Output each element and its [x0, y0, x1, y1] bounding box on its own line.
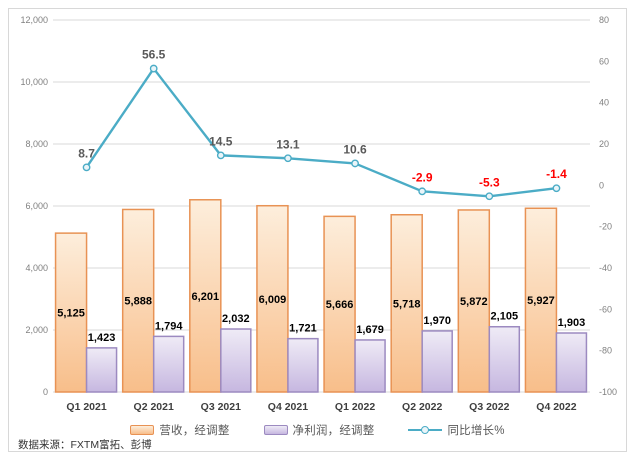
profit-value-label: 2,105	[491, 311, 519, 323]
left-axis-tick-label: 10,000	[20, 77, 48, 87]
legend-item-growth: 同比增长%	[408, 422, 504, 438]
growth-point-marker	[552, 184, 561, 193]
profit-bar	[354, 339, 386, 393]
revenue-value-label: 5,125	[57, 308, 85, 320]
growth-point-marker	[216, 151, 225, 160]
growth-value-label: 14.5	[209, 134, 233, 148]
revenue-bar	[256, 204, 289, 393]
x-axis-label: Q1 2022	[335, 401, 375, 413]
revenue-bar	[524, 207, 558, 393]
growth-point-marker	[418, 187, 427, 196]
profit-value-label: 1,423	[88, 332, 116, 344]
source-note: 数据来源：FXTM富拓、彭博	[18, 439, 152, 451]
x-axis-label: Q2 2022	[402, 401, 442, 413]
profit-value-label: 1,794	[155, 320, 183, 332]
growth-line	[85, 67, 557, 198]
revenue-bar	[323, 215, 356, 393]
left-axis-tick-label: 6,000	[25, 201, 48, 211]
legend-label-profit: 净利润，经调整	[292, 425, 375, 437]
right-axis-tick-label: -80	[599, 346, 612, 356]
growth-point-marker	[351, 159, 359, 168]
revenue-value-label: 5,927	[527, 295, 555, 307]
right-axis-tick-label: 0	[599, 180, 604, 190]
right-axis-tick-label: 20	[599, 139, 609, 149]
profit-value-label: 2,032	[222, 313, 250, 325]
growth-value-label: -2.9	[412, 170, 433, 184]
growth-point-marker	[82, 163, 91, 172]
revenue-bar	[54, 232, 88, 393]
left-axis-tick-label: 8,000	[25, 139, 48, 149]
right-axis-tick-label: 40	[599, 98, 609, 108]
revenue-value-label: 6,009	[259, 294, 287, 306]
right-axis-tick-label: 60	[599, 56, 609, 66]
x-axis-label: Q3 2022	[469, 401, 509, 413]
left-axis-tick-label: 4,000	[25, 263, 48, 273]
profit-bar	[555, 332, 588, 393]
profit-bar	[421, 330, 453, 393]
profit-bar	[85, 347, 118, 393]
right-axis-tick-label: 80	[599, 15, 609, 25]
x-axis-label: Q3 2021	[201, 401, 241, 413]
growth-value-label: 13.1	[276, 137, 300, 151]
legend-label-revenue: 营收，经调整	[159, 425, 230, 437]
growth-value-label: 10.6	[343, 142, 367, 156]
right-axis-tick-label: -100	[599, 387, 617, 397]
revenue-bar	[457, 209, 491, 393]
left-axis-tick-label: 2,000	[25, 325, 48, 335]
profit-value-label: 1,721	[289, 323, 317, 335]
growth-value-label: -5.3	[479, 175, 500, 189]
revenue-bar	[390, 213, 423, 393]
x-axis-label: Q4 2022	[536, 401, 576, 413]
growth-point-marker	[485, 192, 494, 201]
profit-bar-swatch-icon	[263, 425, 288, 435]
right-axis-tick-label: -20	[599, 222, 612, 232]
growth-value-label: 56.5	[142, 48, 166, 62]
left-axis-tick-label: 12,000	[20, 15, 48, 25]
profit-bar	[152, 335, 185, 393]
legend-label-growth: 同比增长%	[447, 425, 505, 437]
revenue-bar-swatch-icon	[130, 425, 155, 435]
chart-legend: 营收，经调整 净利润，经调整 同比增长%	[0, 421, 635, 439]
revenue-value-label: 5,718	[393, 298, 421, 310]
revenue-bar	[121, 208, 155, 393]
x-axis-label: Q2 2021	[134, 401, 174, 413]
profit-value-label: 1,903	[558, 317, 586, 329]
growth-value-label: -1.4	[546, 167, 567, 181]
profit-value-label: 1,679	[356, 324, 384, 336]
left-axis-tick-label: 0	[43, 387, 48, 397]
x-axis-label: Q1 2021	[66, 401, 106, 413]
profit-value-label: 1,970	[423, 315, 451, 327]
right-axis-tick-label: -40	[599, 263, 612, 273]
revenue-value-label: 5,872	[460, 296, 488, 308]
revenue-bar	[189, 199, 222, 393]
profit-bar	[488, 325, 521, 393]
revenue-value-label: 5,666	[326, 299, 354, 311]
legend-item-profit: 净利润，经调整	[263, 422, 375, 438]
right-axis-tick-label: -60	[599, 304, 612, 314]
profit-bar	[220, 328, 252, 393]
revenue-value-label: 6,201	[192, 291, 220, 303]
legend-item-revenue: 营收，经调整	[130, 422, 229, 438]
x-axis-label: Q4 2021	[268, 401, 308, 413]
growth-line-swatch-icon	[408, 426, 443, 434]
profit-bar	[287, 337, 319, 393]
revenue-value-label: 5,888	[124, 296, 152, 308]
growth-point-marker	[149, 64, 158, 73]
growth-value-label: 8.7	[78, 146, 95, 160]
growth-point-marker	[284, 154, 292, 163]
